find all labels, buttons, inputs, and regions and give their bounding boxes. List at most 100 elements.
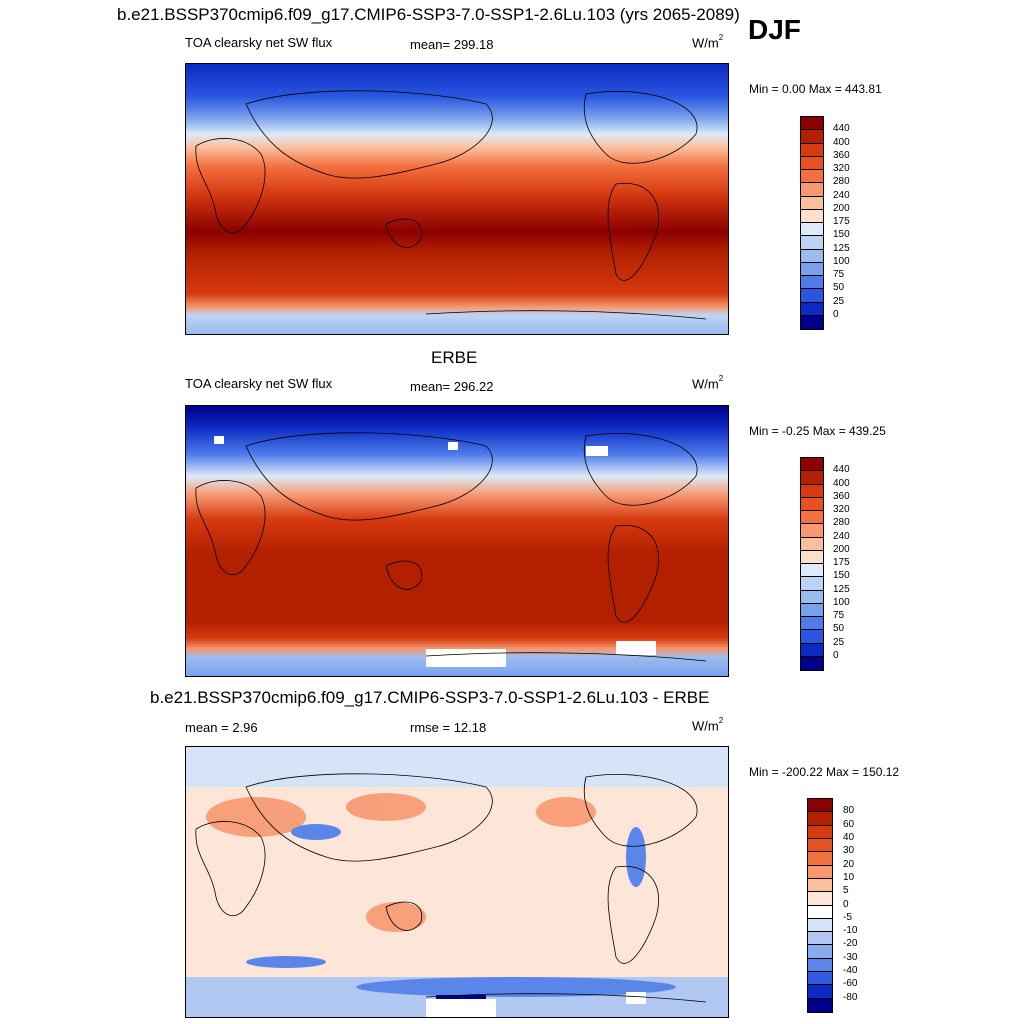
colorbar-tick-label: 60 xyxy=(843,818,855,830)
colorbar-tick-label: 360 xyxy=(833,149,850,161)
colorbar-tick-label: 20 xyxy=(843,858,855,870)
colorbar-swatch xyxy=(801,511,823,525)
colorbar-tick-label: 175 xyxy=(833,557,850,568)
colorbar-swatch xyxy=(808,932,832,946)
colorbar-swatch xyxy=(801,630,823,644)
colorbar-tick-label: 440 xyxy=(833,123,850,135)
colorbar-tick-label: 30 xyxy=(843,845,855,857)
colorbar-tick-label: 0 xyxy=(833,649,839,661)
colorbar-swatch xyxy=(808,865,832,879)
colorbar-tick-label: 400 xyxy=(833,477,850,489)
colorbar-swatch xyxy=(808,838,832,853)
panel3-units: W/m2 xyxy=(692,716,724,734)
colorbar-tick-label: 125 xyxy=(833,242,850,254)
panel1-minmax: Min = 0.00 Max = 443.81 xyxy=(749,82,882,96)
colorbar-tick-label: -60 xyxy=(843,978,858,990)
colorbar-swatch xyxy=(801,617,823,631)
panel2-mean-label: mean= 296.22 xyxy=(410,379,494,394)
panel2-minmax: Min = -0.25 Max = 439.25 xyxy=(749,424,886,438)
colorbar-swatch xyxy=(801,289,823,303)
colorbar-tick-label: 10 xyxy=(843,871,855,883)
colorbar-tick-label: 200 xyxy=(833,202,850,214)
colorbar-tick-label: 80 xyxy=(843,805,855,817)
panel2-map xyxy=(185,405,729,677)
colorbar-tick-label: 5 xyxy=(843,885,849,897)
colorbar-tick-label: 50 xyxy=(833,623,845,635)
colorbar-tick-label: 360 xyxy=(833,490,850,502)
colorbar-tick-label: 100 xyxy=(833,255,850,267)
colorbar-swatch xyxy=(801,577,823,591)
panel1-mean-label: mean= 299.18 xyxy=(410,37,494,52)
colorbar-swatch xyxy=(801,497,823,511)
panel3-minmax: Min = -200.22 Max = 150.12 xyxy=(749,765,900,779)
colorbar-tick-label: 240 xyxy=(833,189,850,201)
colorbar-tick-label: -80 xyxy=(843,991,858,1003)
colorbar-tick-label: 200 xyxy=(833,543,850,555)
colorbar-tick-label: -5 xyxy=(843,911,852,923)
colorbar-swatch xyxy=(801,550,823,564)
panel3-map xyxy=(185,746,729,1018)
colorbar-swatch xyxy=(801,302,823,316)
panel1-units: W/m2 xyxy=(692,33,724,51)
colorbar-swatch xyxy=(801,170,823,184)
colorbar-tick-label: 0 xyxy=(833,308,839,320)
colorbar-swatch xyxy=(801,656,823,670)
colorbar-swatch xyxy=(801,143,823,157)
colorbar-swatch xyxy=(801,262,823,276)
colorbar-swatch xyxy=(801,590,823,604)
colorbar-tick-label: 240 xyxy=(833,530,850,542)
colorbar-tick-label: 440 xyxy=(833,464,850,476)
colorbar-swatch xyxy=(801,156,823,170)
colorbar-swatch xyxy=(808,825,832,839)
colorbar-swatch xyxy=(801,117,823,131)
colorbar-swatch xyxy=(801,209,823,223)
colorbar-tick-label: 150 xyxy=(833,570,850,582)
colorbar-swatch xyxy=(808,812,832,826)
colorbar-swatch xyxy=(801,249,823,263)
colorbar-swatch xyxy=(808,945,832,959)
colorbar-tick-label: 125 xyxy=(833,583,850,595)
colorbar-swatch xyxy=(801,223,823,237)
colorbar-swatch xyxy=(808,958,832,973)
colorbar-tick-label: 0 xyxy=(843,898,849,910)
colorbar-swatch xyxy=(801,196,823,210)
colorbar-tick-label: -10 xyxy=(843,925,858,937)
colorbar-swatch xyxy=(801,130,823,144)
colorbar-swatch xyxy=(801,643,823,657)
colorbar-swatch xyxy=(808,892,832,906)
colorbar-tick-label: 280 xyxy=(833,176,850,188)
panel1-map xyxy=(185,63,729,335)
colorbar-swatch xyxy=(801,603,823,617)
panel3-rmse-label: rmse = 12.18 xyxy=(410,720,487,735)
colorbar-swatch xyxy=(801,183,823,197)
colorbar-swatch xyxy=(801,276,823,290)
panel1-variable-label: TOA clearsky net SW flux xyxy=(185,35,333,50)
colorbar-swatch xyxy=(808,905,832,919)
colorbar-tick-label: 25 xyxy=(833,295,845,307)
season-label: DJF xyxy=(748,14,801,45)
colorbar-swatch xyxy=(801,236,823,250)
colorbar-swatch xyxy=(808,852,832,866)
colorbar-swatch xyxy=(808,985,832,999)
colorbar-tick-label: 320 xyxy=(833,163,850,174)
colorbar-swatch xyxy=(801,471,823,485)
panel2-units: W/m2 xyxy=(692,374,724,392)
panel3-mean-label: mean = 2.96 xyxy=(185,720,258,735)
panel3-title: b.e21.BSSP370cmip6.f09_g17.CMIP6-SSP3-7.… xyxy=(150,688,710,707)
colorbar-swatch xyxy=(808,998,832,1012)
colorbar-swatch xyxy=(808,972,832,986)
colorbar-tick-label: 100 xyxy=(833,596,850,608)
colorbar-tick-label: 280 xyxy=(833,517,850,529)
colorbar-swatch xyxy=(801,537,823,551)
colorbar-swatch xyxy=(801,524,823,538)
colorbar-swatch xyxy=(808,918,832,933)
figure-title: b.e21.BSSP370cmip6.f09_g17.CMIP6-SSP3-7.… xyxy=(117,5,740,24)
colorbar-tick-label: 40 xyxy=(843,831,855,843)
colorbar-tick-label: 400 xyxy=(833,136,850,148)
panel2-variable-label: TOA clearsky net SW flux xyxy=(185,376,333,391)
colorbar-tick-label: 50 xyxy=(833,282,845,294)
panel2-title: ERBE xyxy=(431,348,478,367)
colorbar-swatch xyxy=(801,315,823,329)
colorbar-tick-label: 150 xyxy=(833,229,850,241)
colorbar-tick-label: 320 xyxy=(833,504,850,515)
